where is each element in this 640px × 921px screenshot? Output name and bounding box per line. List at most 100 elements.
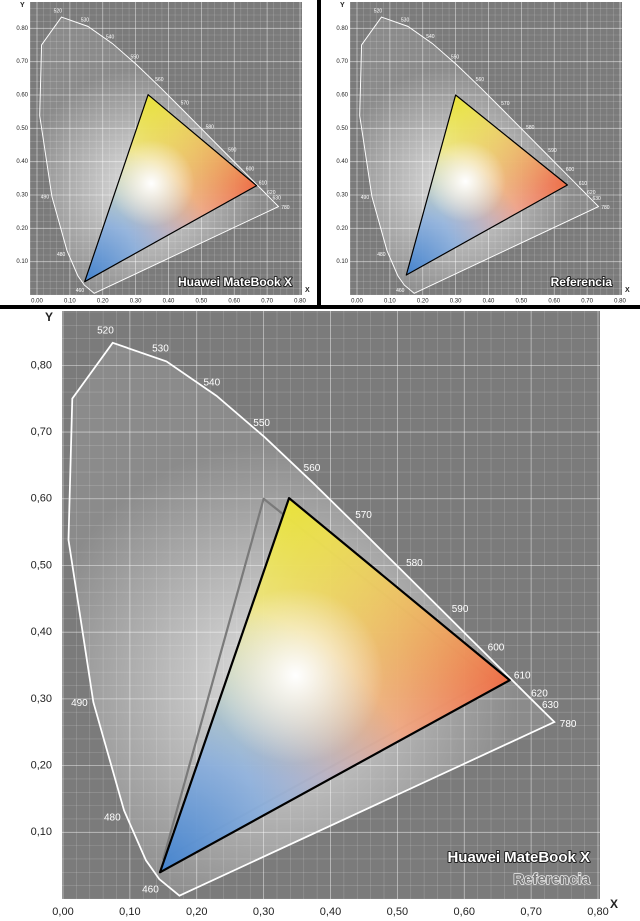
y-tick-label: 0,30 bbox=[31, 693, 52, 705]
x-tick-label: 0.00 bbox=[31, 299, 43, 305]
wavelength-label: 520 bbox=[97, 325, 114, 336]
wavelength-label: 480 bbox=[104, 813, 121, 824]
wavelength-label: 590 bbox=[228, 148, 237, 154]
wavelength-label: 480 bbox=[57, 252, 66, 258]
x-tick-label: 0,30 bbox=[253, 906, 274, 918]
y-tick-label: 0,80 bbox=[31, 359, 52, 371]
wavelength-label: 540 bbox=[106, 34, 115, 40]
y-tick-label: 0.10 bbox=[336, 259, 348, 265]
y-tick-label: 0.70 bbox=[336, 59, 348, 65]
wavelength-label: 570 bbox=[355, 510, 372, 521]
wavelength-label: 630 bbox=[273, 196, 282, 202]
x-axis-label: X bbox=[305, 287, 310, 294]
wavelength-label: 570 bbox=[501, 101, 510, 107]
legend-entry: Huawei MateBook X bbox=[447, 849, 590, 866]
separator bbox=[317, 0, 321, 307]
x-tick-label: 0.70 bbox=[261, 299, 273, 305]
wavelength-label: 490 bbox=[361, 195, 370, 201]
wavelength-label: 780 bbox=[601, 205, 610, 211]
x-tick-label: 0,40 bbox=[320, 906, 341, 918]
wavelength-label: 460 bbox=[396, 288, 405, 294]
wavelength-label: 540 bbox=[203, 377, 220, 388]
wavelength-label: 460 bbox=[76, 288, 85, 294]
gamut-triangle bbox=[84, 94, 258, 283]
y-tick-label: 0,10 bbox=[31, 826, 52, 838]
wavelength-label: 600 bbox=[246, 167, 255, 173]
x-tick-label: 0,00 bbox=[52, 906, 73, 918]
y-tick-label: 0.10 bbox=[16, 259, 28, 265]
wavelength-label: 550 bbox=[451, 55, 460, 61]
y-tick-label: 0.60 bbox=[16, 93, 28, 99]
wavelength-label: 630 bbox=[542, 700, 559, 711]
x-tick-label: 0,20 bbox=[186, 906, 207, 918]
wavelength-label: 610 bbox=[579, 181, 588, 187]
wavelength-label: 530 bbox=[152, 343, 169, 354]
wavelength-label: 620 bbox=[531, 689, 548, 700]
gamut-fill bbox=[406, 95, 568, 275]
x-axis-label: X bbox=[610, 897, 618, 911]
spectral-locus bbox=[359, 16, 600, 294]
wavelength-label: 540 bbox=[426, 34, 435, 40]
y-tick-label: 0.80 bbox=[336, 26, 348, 32]
wavelength-label: 630 bbox=[593, 196, 602, 202]
wavelength-label: 380 bbox=[86, 297, 95, 303]
y-tick-label: 0,70 bbox=[31, 426, 52, 438]
x-tick-label: 0,70 bbox=[520, 906, 541, 918]
x-tick-label: 0.60 bbox=[228, 299, 240, 305]
legend-entry: Referencia bbox=[551, 275, 613, 289]
wavelength-label: 580 bbox=[406, 558, 423, 569]
y-tick-label: 0.40 bbox=[16, 159, 28, 165]
wavelength-label: 560 bbox=[155, 77, 164, 83]
x-tick-label: 0.70 bbox=[581, 299, 593, 305]
gamut-fill bbox=[84, 94, 257, 282]
x-tick-label: 0.80 bbox=[294, 299, 306, 305]
separator bbox=[0, 305, 640, 309]
y-tick-label: 0,50 bbox=[31, 559, 52, 571]
wavelength-label: 590 bbox=[548, 148, 557, 154]
y-tick-label: 0.20 bbox=[336, 226, 348, 232]
x-tick-label: 0.40 bbox=[483, 299, 495, 305]
x-tick-label: 0.50 bbox=[516, 299, 528, 305]
wavelength-label: 480 bbox=[377, 252, 386, 258]
wavelength-label: 530 bbox=[81, 17, 90, 23]
x-tick-label: 0.00 bbox=[351, 299, 363, 305]
y-tick-label: 0.80 bbox=[16, 26, 28, 32]
wavelength-label: 490 bbox=[71, 698, 88, 709]
gamut-triangle bbox=[158, 497, 511, 874]
x-tick-label: 0.10 bbox=[384, 299, 396, 305]
wavelength-label: 580 bbox=[206, 125, 215, 131]
x-tick-label: 0.10 bbox=[64, 299, 76, 305]
wavelength-label: 780 bbox=[560, 719, 577, 730]
wavelength-label: 530 bbox=[401, 17, 410, 23]
y-tick-label: 0.60 bbox=[336, 93, 348, 99]
spectral-locus bbox=[39, 16, 280, 294]
wavelength-label: 600 bbox=[566, 167, 575, 173]
y-tick-label: 0.40 bbox=[336, 159, 348, 165]
wavelength-label: 610 bbox=[514, 670, 531, 681]
wavelength-label: 560 bbox=[476, 77, 485, 83]
wavelength-label: 610 bbox=[259, 181, 268, 187]
wavelength-label: 580 bbox=[526, 125, 535, 131]
wavelength-label: 590 bbox=[452, 604, 469, 615]
y-tick-label: 0.20 bbox=[16, 226, 28, 232]
x-tick-label: 0.20 bbox=[417, 299, 429, 305]
y-tick-label: 0.50 bbox=[336, 126, 348, 132]
x-tick-label: 0.50 bbox=[196, 299, 208, 305]
wavelength-label: 380 bbox=[407, 297, 416, 303]
y-tick-label: 0.70 bbox=[16, 59, 28, 65]
wavelength-label: 560 bbox=[304, 463, 321, 474]
x-tick-label: 0.30 bbox=[450, 299, 462, 305]
gamut-fill bbox=[159, 498, 510, 873]
y-tick-label: 0,40 bbox=[31, 626, 52, 638]
spectral-locus bbox=[67, 341, 556, 897]
wavelength-label: 570 bbox=[181, 101, 190, 107]
y-tick-label: 0,60 bbox=[31, 493, 52, 505]
wavelength-label: 550 bbox=[253, 418, 270, 429]
wavelength-label: 380 bbox=[163, 902, 180, 913]
y-tick-label: 0.30 bbox=[16, 193, 28, 199]
y-axis-label: Y bbox=[20, 2, 25, 9]
wavelength-label: 600 bbox=[488, 642, 505, 653]
wavelength-label: 520 bbox=[374, 8, 383, 14]
wavelength-label: 780 bbox=[281, 205, 290, 211]
